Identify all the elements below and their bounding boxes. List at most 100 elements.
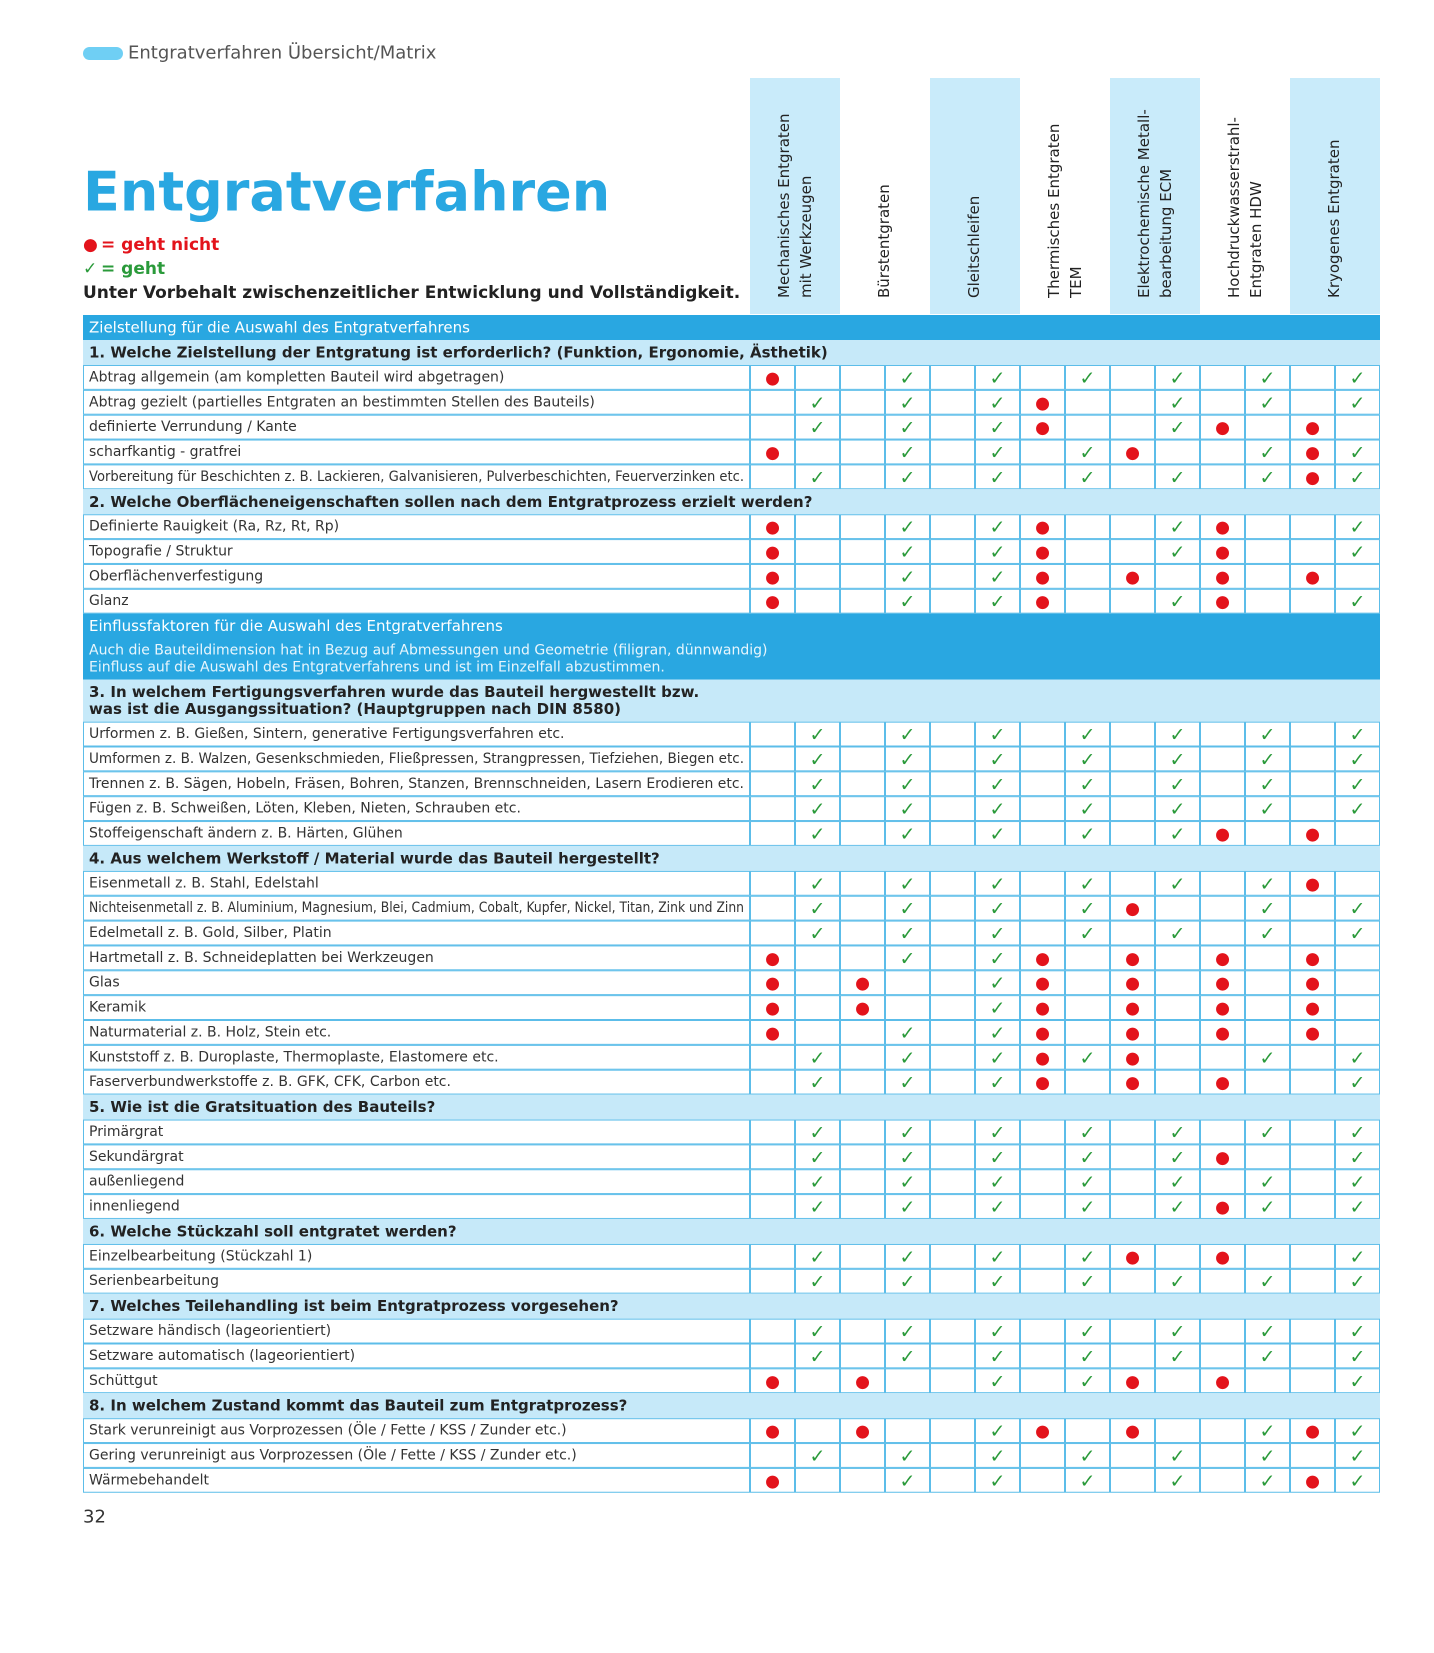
mark-yes: ✓ [990, 417, 1006, 439]
matrix-cell [886, 1070, 929, 1094]
matrix-cell [751, 465, 794, 489]
matrix-cell [841, 1195, 884, 1218]
mark-yes: ✓ [1260, 1321, 1276, 1343]
row-label: Abtrag gezielt (partielles Entgraten an … [89, 394, 595, 410]
matrix-cell [1336, 1344, 1379, 1368]
matrix-cell [1201, 589, 1244, 613]
question-title: 2. Welche Oberflächeneigenschaften solle… [89, 493, 812, 511]
mark-no: ● [1035, 543, 1050, 563]
matrix-cell [1066, 1244, 1109, 1268]
matrix-cell [1066, 921, 1109, 945]
matrix-cell [841, 1444, 884, 1467]
mark-yes: ✓ [990, 392, 1006, 414]
mark-yes: ✓ [1260, 1421, 1276, 1443]
matrix-cell [841, 971, 884, 995]
row-label: außenliegend [89, 1174, 184, 1190]
question-bar [83, 489, 1380, 515]
matrix-cell [1111, 465, 1154, 489]
matrix-cell [751, 1244, 794, 1268]
matrix-cell [976, 1021, 1019, 1044]
mark-yes: ✓ [810, 1445, 826, 1467]
label-cell [84, 515, 749, 539]
matrix-cell [1291, 440, 1334, 464]
mark-yes: ✓ [1170, 873, 1186, 895]
mark-yes: ✓ [900, 873, 916, 895]
matrix-cell [841, 1070, 884, 1094]
matrix-cell [751, 1269, 794, 1293]
matrix-cell [1201, 896, 1244, 920]
matrix-cell [1291, 1319, 1334, 1343]
mark-yes: ✓ [990, 873, 1006, 895]
matrix-cell [1291, 1369, 1334, 1393]
row-label: Naturmaterial z. B. Holz, Stein etc. [89, 1024, 331, 1040]
mark-yes: ✓ [1350, 1197, 1366, 1219]
matrix-cell [931, 1244, 974, 1268]
mark-yes: ✓ [1350, 1246, 1366, 1268]
label-cell [84, 1468, 749, 1492]
matrix-cell [886, 971, 929, 995]
matrix-cell [1291, 1444, 1334, 1467]
matrix-cell [886, 797, 929, 821]
mark-no: ● [1215, 974, 1230, 994]
matrix-cell [1246, 1369, 1289, 1393]
matrix-cell [1336, 390, 1379, 414]
matrix-cell [1201, 971, 1244, 995]
mark-yes: ✓ [900, 591, 916, 613]
mark-no: ● [1035, 949, 1050, 969]
label-cell [84, 747, 749, 771]
matrix-cell [1156, 564, 1199, 588]
matrix-cell [751, 515, 794, 539]
matrix-cell [886, 1269, 929, 1293]
matrix-cell [931, 797, 974, 821]
matrix-cell [1156, 1045, 1199, 1069]
matrix-cell [796, 415, 839, 439]
matrix-cell [976, 1444, 1019, 1467]
matrix-cell [1066, 1120, 1109, 1144]
label-cell [84, 822, 749, 845]
matrix-cell [931, 1195, 974, 1218]
matrix-cell [796, 1269, 839, 1293]
matrix-cell [976, 996, 1019, 1019]
matrix-cell [1201, 415, 1244, 439]
matrix-cell [1246, 896, 1289, 920]
matrix-cell [1336, 747, 1379, 771]
mark-yes: ✓ [1260, 774, 1276, 796]
matrix-cell [1291, 896, 1334, 920]
label-cell [84, 564, 749, 588]
matrix-cell [796, 465, 839, 489]
label-cell [84, 1269, 749, 1293]
matrix-cell [1246, 415, 1289, 439]
section-title: Zielstellung für die Auswahl des Entgrat… [89, 319, 470, 337]
label-cell [84, 722, 749, 746]
mark-no: ● [1125, 1048, 1140, 1068]
matrix-cell [1336, 440, 1379, 464]
matrix-cell [751, 871, 794, 895]
matrix-cell [1201, 366, 1244, 389]
row-label: Setzware automatisch (lageorientiert) [89, 1348, 355, 1364]
matrix-cell [1156, 1195, 1199, 1218]
matrix-cell [976, 540, 1019, 563]
mark-yes: ✓ [1170, 1445, 1186, 1467]
mark-no: ● [1305, 468, 1320, 488]
matrix-cell [886, 822, 929, 845]
mark-yes: ✓ [990, 1122, 1006, 1144]
matrix-cell [751, 1369, 794, 1393]
mark-no: ● [1035, 567, 1050, 587]
mark-yes: ✓ [810, 467, 826, 489]
mark-yes: ✓ [810, 1122, 826, 1144]
label-cell [84, 772, 749, 796]
label-cell [84, 540, 749, 563]
matrix-cell [976, 1468, 1019, 1492]
label-cell [84, 1344, 749, 1368]
matrix-cell [841, 1269, 884, 1293]
mark-yes: ✓ [900, 948, 916, 970]
matrix-cell [976, 921, 1019, 945]
matrix-cell [796, 822, 839, 845]
matrix-cell [1246, 1319, 1289, 1343]
mark-yes: ✓ [900, 1346, 916, 1368]
matrix-cell [976, 822, 1019, 845]
matrix-cell [1156, 1145, 1199, 1169]
matrix-cell [841, 921, 884, 945]
mark-yes: ✓ [990, 467, 1006, 489]
matrix-cell [1291, 1419, 1334, 1443]
